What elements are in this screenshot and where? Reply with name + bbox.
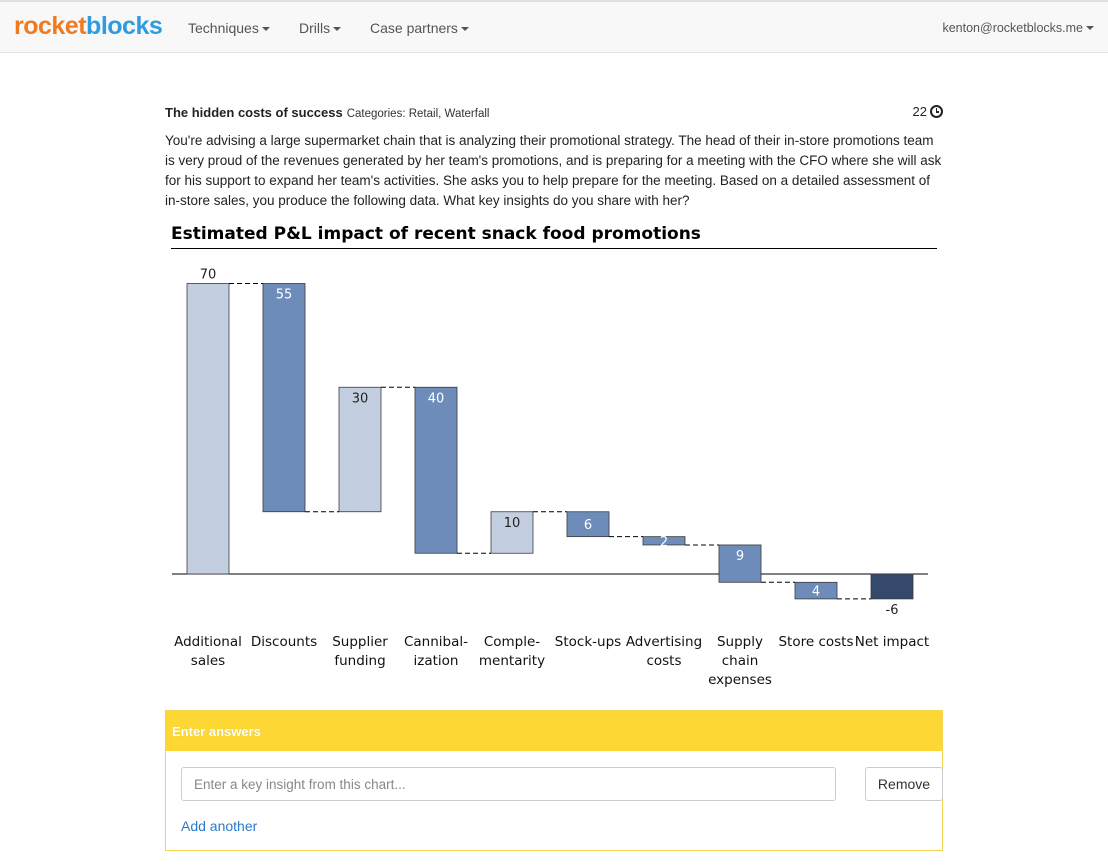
bar-value-label-3: 40: [428, 391, 445, 406]
category-label-2-0: Supplier: [332, 634, 388, 650]
bar-value-label-4: 10: [504, 516, 521, 531]
bar-value-label-7: 9: [736, 549, 744, 564]
brand-logo[interactable]: rocketblocks: [14, 12, 163, 41]
bar-6: [642, 536, 686, 546]
bar-3: [414, 386, 458, 554]
waterfall-chart: 70 55 30 40 10 6 2 9 4 -6 Additional sales Discounts…: [172, 268, 929, 688]
bar-2: [338, 386, 382, 513]
chevron-down-icon: [1086, 26, 1094, 30]
bar-value-label-8: 4: [812, 585, 820, 600]
category-label-3-0: Cannibal-: [404, 634, 468, 650]
bar-value-label-0: 70: [200, 268, 217, 283]
category-label-7-1: chain: [722, 653, 759, 669]
category-label-4-0: Comple-: [484, 634, 540, 650]
category-label-0-1: sales: [191, 653, 225, 669]
bar-9: [870, 573, 914, 600]
bar-value-label-9: -6: [886, 603, 899, 618]
case-header: The hidden costs of success Categories: R…: [165, 104, 943, 124]
case-timer: 22: [913, 104, 943, 119]
nav-drills-label: Drills: [299, 20, 331, 36]
chevron-down-icon: [333, 27, 342, 31]
navbar: rocketblocks Techniques Drills Case part…: [0, 0, 1108, 53]
nav-case-partners[interactable]: Case partners: [370, 20, 469, 36]
case-prompt: You're advising a large supermarket chai…: [165, 133, 942, 208]
answers-header: Enter answers: [166, 711, 942, 751]
add-another-link[interactable]: Add another: [181, 818, 258, 834]
clock-icon: [930, 105, 943, 118]
bar-value-label-1: 55: [276, 288, 293, 303]
bar-0: [186, 283, 230, 575]
case-title: The hidden costs of success: [165, 105, 343, 120]
category-label-5-0: Stock-ups: [555, 634, 621, 650]
category-label-9-0: Net impact: [855, 634, 929, 650]
bar-value-label-2: 30: [352, 391, 369, 406]
category-label-6-1: costs: [646, 653, 681, 669]
bar-4: [490, 511, 534, 554]
category-label-2-1: funding: [334, 653, 385, 669]
case-categories: Categories: Retail, Waterfall: [346, 108, 490, 120]
chevron-down-icon: [261, 27, 270, 31]
chart-title: Estimated P&L impact of recent snack foo…: [171, 224, 701, 244]
bar-5: [566, 511, 610, 538]
category-label-7-0: Supply: [717, 634, 763, 650]
nav-techniques-label: Techniques: [188, 20, 259, 36]
nav-drills[interactable]: Drills: [299, 20, 342, 36]
insight-input[interactable]: [181, 767, 836, 801]
timer-value: 22: [912, 104, 927, 119]
answers-panel: Enter answers Remove Add another: [165, 710, 943, 851]
category-label-1-0: Discounts: [251, 634, 317, 650]
category-label-8-0: Store costs: [778, 634, 853, 650]
brand-part-rocket: rocket: [14, 12, 87, 40]
category-label-0-0: Additional: [174, 634, 242, 650]
user-menu[interactable]: kenton@rocketblocks.me: [942, 21, 1094, 35]
category-label-4-1: mentarity: [479, 653, 545, 669]
chart-title-rule: [171, 248, 937, 249]
brand-part-blocks: blocks: [86, 12, 163, 40]
remove-button[interactable]: Remove: [865, 767, 943, 801]
bar-1: [262, 283, 306, 513]
bar-8: [794, 581, 838, 600]
user-email: kenton@rocketblocks.me: [942, 21, 1083, 35]
nav-case-partners-label: Case partners: [370, 20, 458, 36]
bar-value-label-5: 6: [584, 518, 592, 533]
nav-techniques[interactable]: Techniques: [188, 20, 270, 36]
category-label-3-1: ization: [414, 653, 459, 669]
bar-7: [718, 544, 762, 583]
chevron-down-icon: [460, 27, 469, 31]
category-label-7-2: expenses: [708, 672, 772, 688]
category-label-6-0: Advertising: [626, 634, 702, 650]
bar-value-label-6: 2: [660, 535, 668, 550]
